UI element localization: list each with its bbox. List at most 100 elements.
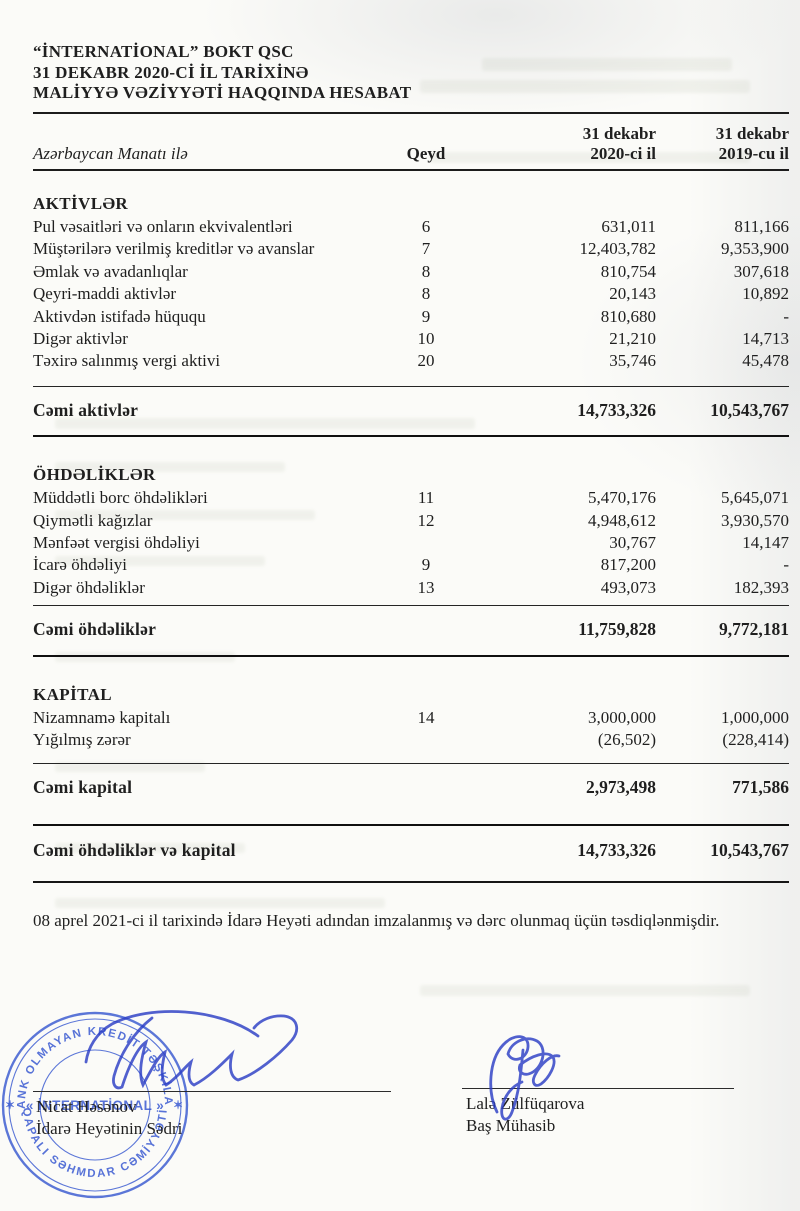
row-value-2020: 810,754 (600, 261, 656, 281)
row-value-2019: 811,166 (734, 217, 789, 236)
row-value-2019: 10,892 (742, 284, 789, 304)
row-value-2020: 817,200 (600, 555, 656, 575)
table-row: Müddətli borc öhdəlikləri 11 5,470,176 5… (33, 487, 789, 509)
total-note (381, 839, 471, 861)
row-value-2019: 45,478 (742, 351, 789, 371)
row-value-2019: - (783, 306, 789, 326)
signatory-title: İdarə Heyətinin Sədri (36, 1119, 183, 1138)
total-assets-row: Cəmi aktivlər 14,733,326 10,543,767 (33, 387, 789, 435)
row-note: 6 (421, 217, 431, 236)
bleed-through-artifact (55, 843, 245, 853)
column-header-note: Qeyd (406, 144, 446, 163)
section-title-assets: AKTİVLƏR (33, 194, 129, 213)
row-note: 8 (421, 261, 431, 281)
row-value-2019: 9,353,900 (721, 239, 789, 259)
table-row: Mənfəət vergisi öhdəliyi 30,767 14,147 (33, 532, 789, 554)
table-row: Təxirə salınmış vergi aktivi 20 35,746 4… (33, 350, 789, 372)
row-note: 13 (417, 577, 435, 597)
row-label: Nizamnamə kapitalı (33, 707, 171, 727)
company-name: “İNTERNATİONAL” BOKT QSC (33, 42, 294, 61)
row-label: Müddətli borc öhdəlikləri (33, 488, 208, 508)
total-value-2019: 10,543,767 (710, 399, 789, 420)
stamp-star-right: ✶ (173, 1098, 183, 1112)
bleed-through-artifact (420, 985, 750, 996)
statement-title: MALİYYƏ VƏZİYYƏTİ HAQQINDA HESABAT (33, 83, 412, 102)
row-label: Qeyri-maddi aktivlər (33, 284, 177, 304)
divider (33, 762, 789, 764)
total-label: Cəmi öhdəliklər və kapital (33, 839, 236, 860)
total-value-2019: 10,543,767 (710, 839, 789, 860)
row-value-2019: (228,414) (722, 730, 789, 750)
bleed-through-artifact (482, 58, 732, 71)
row-label: Aktivdən istifadə hüququ (33, 306, 206, 326)
row-note (381, 729, 471, 751)
row-value-2020: 631,011 (601, 217, 656, 236)
row-label: Qiymətli kağızlar (33, 510, 153, 530)
document-header: “İNTERNATİONAL” BOKT QSC 31 DEKABR 2020-… (33, 42, 789, 114)
total-value-2020: 14,733,326 (577, 399, 656, 420)
row-label: Təxirə salınmış vergi aktivi (33, 351, 221, 371)
signatory-right: Lalə Zülfüqarova Baş Mühasib (466, 1093, 584, 1137)
total-note (381, 399, 471, 421)
currency-note: Azərbaycan Manatı ilə (33, 144, 188, 163)
table-row: Digər öhdəliklər 13 493,073 182,393 (33, 577, 789, 599)
total-liabilities-equity-row: Cəmi öhdəliklər və kapital 14,733,326 10… (33, 826, 789, 881)
row-note: 9 (421, 555, 431, 575)
svg-text:BANK OLMAYAN KREDİT TƏŞKİLATI: BANK OLMAYAN KREDİT TƏŞKİLATI (0, 1006, 174, 1109)
total-value-2020: 14,733,326 (577, 839, 656, 860)
column-header-2019-line2: 2019-cu il (718, 144, 789, 163)
row-value-2019: - (783, 555, 789, 575)
stamp-center-text: « İNTERNATİONAL » (26, 1098, 164, 1113)
row-value-2019: 14,147 (742, 533, 789, 553)
row-value-2020: 493,073 (600, 577, 656, 597)
row-value-2019: 182,393 (733, 577, 789, 597)
section-title-equity: KAPİTAL (33, 684, 112, 704)
row-value-2019: 3,930,570 (721, 510, 789, 530)
column-header-2020-line2: 2020-ci il (590, 144, 656, 163)
statement-date: 31 DEKABR 2020-Cİ İL TARİXİNƏ (33, 62, 309, 82)
table-row: Əmlak və avadanlıqlar 8 810,754 307,618 (33, 261, 789, 283)
table-row: Qiymətli kağızlar 12 4,948,612 3,930,570 (33, 510, 789, 532)
row-value-2019: 5,645,071 (721, 488, 789, 508)
table-row: Yığılmış zərər (26,502) (228,414) (33, 729, 789, 751)
total-liabilities-row: Cəmi öhdəliklər 11,759,828 9,772,181 (33, 606, 789, 654)
row-value-2020: 20,143 (609, 284, 656, 304)
table-row: Müştərilərə verilmiş kreditlər və avansl… (33, 238, 789, 260)
signature-line-right (462, 1088, 734, 1089)
table-row: Nizamnamə kapitalı 14 3,000,000 1,000,00… (33, 707, 789, 729)
row-value-2020: 3,000,000 (588, 707, 656, 727)
row-label: Əmlak və avadanlıqlar (33, 261, 188, 281)
approval-note: 08 aprel 2021-ci il tarixində İdarə Heyə… (33, 911, 720, 930)
bleed-through-artifact (55, 652, 235, 662)
row-value-2020: 4,948,612 (588, 510, 656, 530)
stamp-star-left: ✶ (5, 1098, 15, 1112)
divider (33, 823, 789, 826)
row-value-2020: (26,502) (597, 730, 656, 750)
divider (33, 881, 789, 884)
row-note: 11 (417, 488, 435, 508)
row-label: İcarə öhdəliyi (33, 555, 127, 575)
bleed-through-artifact (55, 762, 205, 772)
bleed-through-artifact (430, 152, 750, 163)
divider (33, 435, 789, 438)
signatory-name: Lalə Zülfüqarova (466, 1094, 585, 1113)
bleed-through-artifact (55, 510, 315, 520)
row-label: Yığılmış zərər (33, 730, 131, 750)
stamp-top-arc-text: BANK OLMAYAN KREDİT TƏŞKİLATI (0, 1006, 173, 1109)
total-label: Cəmi aktivlər (33, 399, 139, 420)
row-label: Digər öhdəliklər (33, 577, 145, 597)
signatory-name: Nicat Həsənov (36, 1097, 137, 1116)
signature-line-left (33, 1091, 391, 1092)
row-value-2020: 30,767 (609, 533, 656, 553)
row-label: Pul vəsaitləri və onların ekvivalentləri (33, 217, 293, 236)
total-label: Cəmi kapital (33, 776, 133, 797)
row-value-2019: 14,713 (742, 329, 789, 349)
divider (33, 654, 789, 657)
row-note: 14 (417, 707, 435, 727)
row-value-2019: 307,618 (733, 261, 789, 281)
table-column-headers: Azərbaycan Manatı ilə Qeyd 31 dekabr 202… (33, 124, 789, 171)
row-value-2020: 12,403,782 (579, 239, 657, 259)
bleed-through-artifact (55, 462, 285, 472)
row-label: Digər aktivlər (33, 329, 128, 349)
row-note (381, 532, 471, 554)
